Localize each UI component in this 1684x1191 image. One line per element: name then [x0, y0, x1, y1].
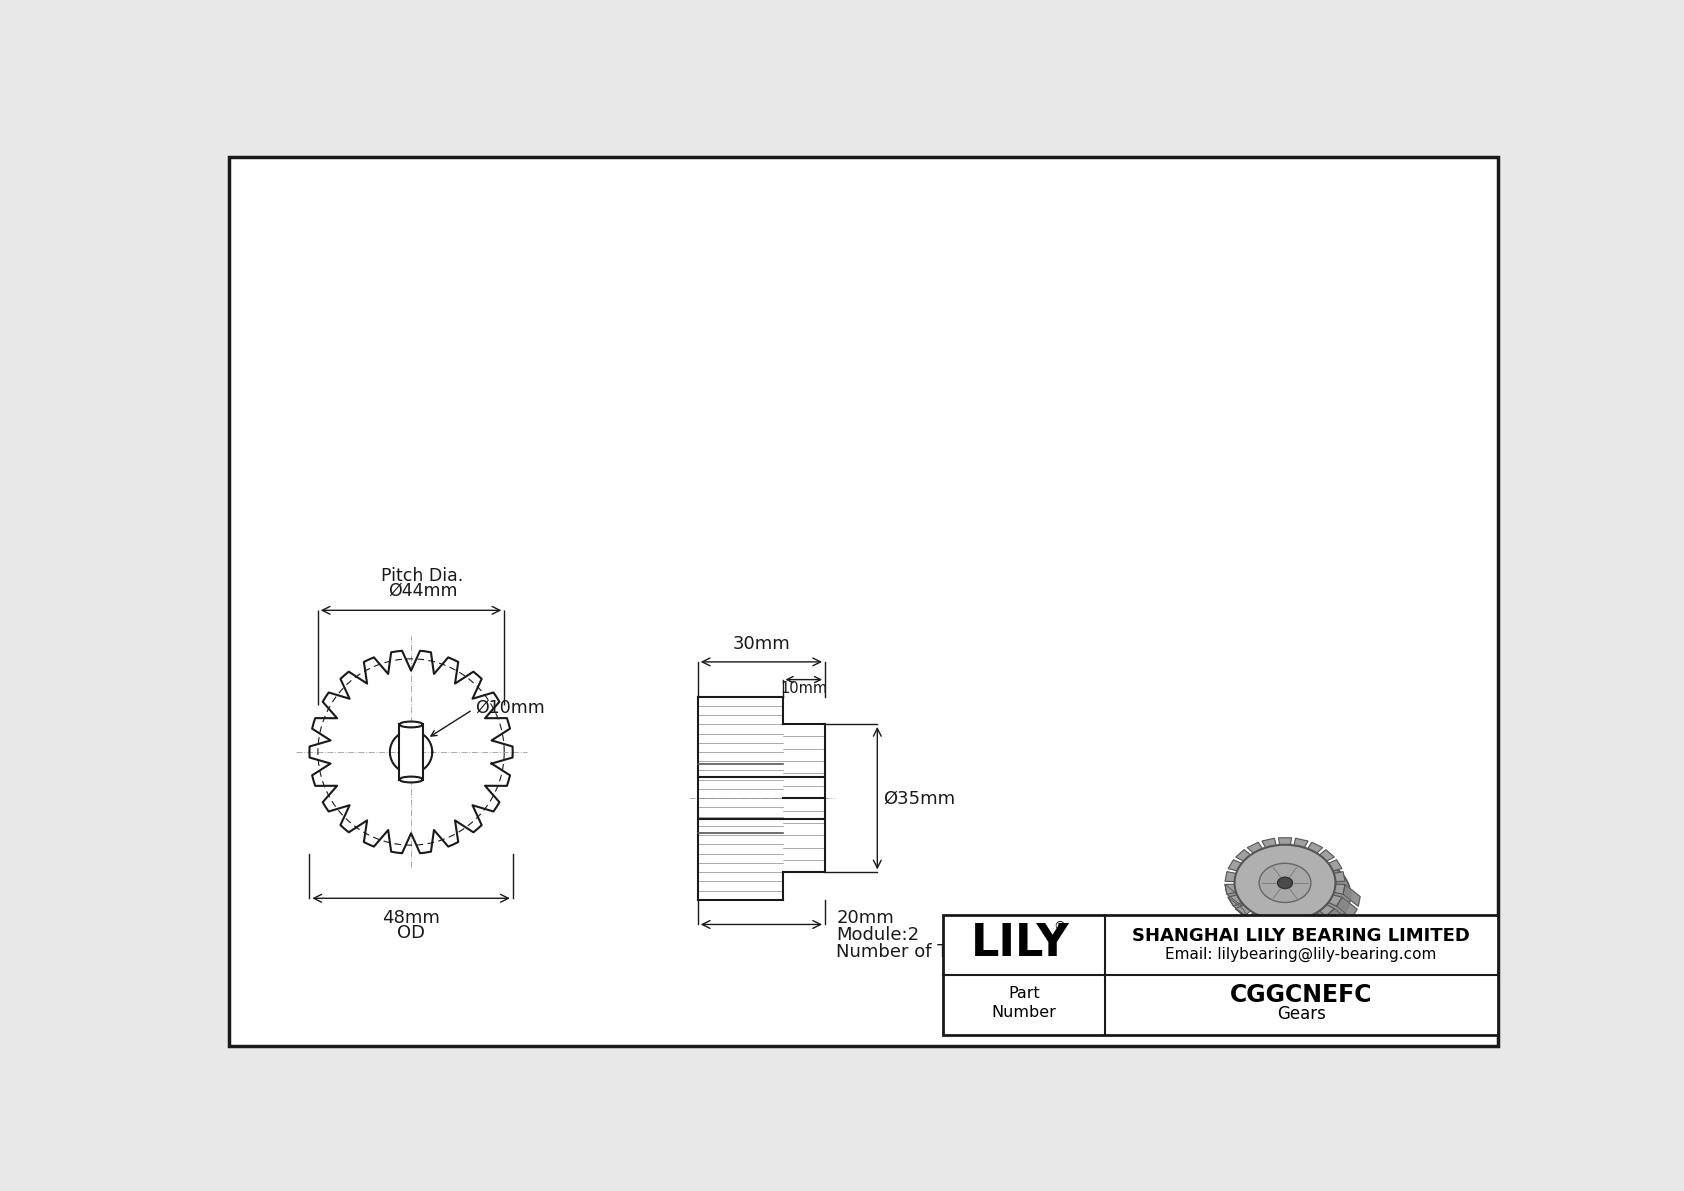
Polygon shape [1295, 924, 1324, 940]
Polygon shape [1307, 842, 1322, 853]
Polygon shape [1248, 842, 1263, 853]
Text: 30mm: 30mm [733, 635, 790, 653]
Text: Ø10mm: Ø10mm [475, 698, 544, 716]
Text: LILY: LILY [970, 922, 1069, 966]
Text: CGGCNEFC: CGGCNEFC [1229, 984, 1372, 1008]
Polygon shape [1319, 849, 1334, 861]
Polygon shape [1228, 860, 1241, 871]
Ellipse shape [1234, 844, 1335, 921]
Polygon shape [1319, 905, 1334, 916]
Text: Number of Teeth:22: Number of Teeth:22 [837, 943, 1015, 961]
Polygon shape [1236, 905, 1251, 916]
Polygon shape [1248, 912, 1263, 923]
Text: Module:2: Module:2 [837, 927, 919, 944]
Polygon shape [1307, 912, 1322, 923]
Polygon shape [1337, 897, 1357, 918]
Polygon shape [1278, 837, 1292, 844]
Text: 10mm: 10mm [780, 681, 827, 697]
Text: Ø35mm: Ø35mm [884, 790, 955, 807]
Text: Ø44mm: Ø44mm [387, 581, 458, 599]
Polygon shape [1329, 860, 1342, 871]
Polygon shape [1293, 838, 1308, 848]
Polygon shape [1334, 872, 1346, 881]
Text: Email: lilybearing@lily-bearing.com: Email: lilybearing@lily-bearing.com [1165, 947, 1436, 962]
Polygon shape [1293, 918, 1308, 928]
Ellipse shape [1260, 863, 1310, 903]
Ellipse shape [1278, 878, 1293, 888]
Polygon shape [1248, 918, 1273, 936]
Polygon shape [1334, 884, 1346, 894]
Bar [399, 724, 423, 780]
Polygon shape [1278, 928, 1307, 940]
Polygon shape [1261, 924, 1290, 940]
Polygon shape [1224, 885, 1243, 906]
Polygon shape [1325, 909, 1349, 928]
Polygon shape [1278, 921, 1292, 928]
Ellipse shape [399, 722, 423, 728]
Text: Part
Number: Part Number [992, 985, 1056, 1021]
Polygon shape [1261, 918, 1276, 928]
Polygon shape [1228, 894, 1241, 906]
Polygon shape [1236, 909, 1260, 928]
Polygon shape [1261, 838, 1276, 848]
Polygon shape [1312, 918, 1337, 936]
Bar [943, 915, 1497, 1035]
Polygon shape [1228, 897, 1248, 918]
Polygon shape [1224, 884, 1236, 894]
Ellipse shape [399, 777, 423, 782]
Text: ®: ® [1052, 921, 1066, 934]
Ellipse shape [1250, 856, 1351, 934]
Polygon shape [1236, 849, 1251, 861]
Polygon shape [1329, 894, 1342, 906]
Polygon shape [1344, 885, 1361, 906]
Text: OD: OD [397, 924, 424, 942]
Text: SHANGHAI LILY BEARING LIMITED: SHANGHAI LILY BEARING LIMITED [1132, 927, 1470, 946]
Text: 48mm: 48mm [382, 909, 440, 927]
Text: Pitch Dia.: Pitch Dia. [382, 567, 463, 585]
Polygon shape [1224, 872, 1236, 881]
Text: Gears: Gears [1276, 1005, 1325, 1023]
Text: 20mm: 20mm [837, 909, 894, 928]
